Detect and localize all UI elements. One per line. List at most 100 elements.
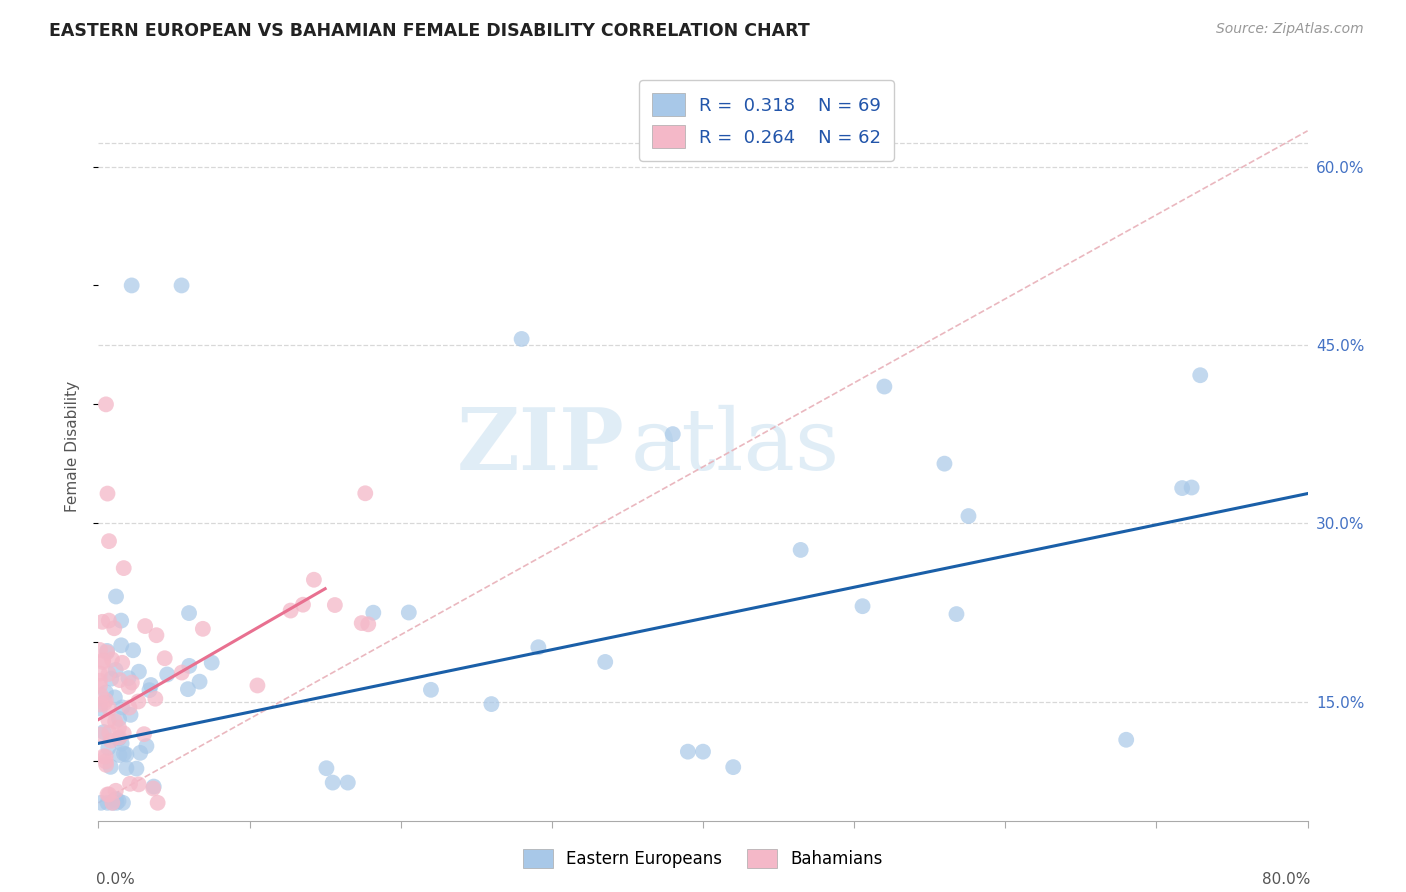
Point	[101, 796, 124, 810]
Point	[201, 656, 224, 670]
Point	[145, 628, 167, 642]
Point	[94, 757, 117, 772]
Point	[420, 682, 443, 697]
Point	[322, 775, 344, 789]
Point	[527, 640, 550, 655]
Y-axis label: Female Disability: Female Disability	[65, 380, 80, 512]
Point	[93, 696, 115, 710]
Point	[90, 796, 112, 810]
Text: 0.0%: 0.0%	[96, 871, 135, 887]
Point	[128, 777, 150, 791]
Point	[1115, 732, 1137, 747]
Point	[593, 655, 616, 669]
Point	[723, 760, 745, 774]
Point	[89, 701, 111, 715]
Point	[96, 788, 118, 802]
Point	[112, 561, 135, 575]
Point	[291, 598, 314, 612]
Point	[96, 644, 118, 658]
Point	[96, 645, 118, 659]
Point	[132, 727, 155, 741]
Point	[89, 643, 111, 657]
Point	[692, 745, 714, 759]
Point	[104, 714, 127, 729]
Point	[96, 486, 118, 500]
Point	[108, 747, 131, 762]
Point	[94, 685, 117, 699]
Point	[128, 665, 150, 679]
Point	[110, 614, 132, 628]
Point	[129, 746, 152, 760]
Legend: Eastern Europeans, Bahamians: Eastern Europeans, Bahamians	[516, 843, 890, 875]
Point	[336, 775, 359, 789]
Point	[323, 598, 346, 612]
Point	[101, 796, 124, 810]
Point	[661, 427, 683, 442]
Point	[125, 762, 148, 776]
Point	[118, 680, 141, 694]
Point	[89, 698, 111, 712]
Point	[108, 721, 131, 735]
Point	[115, 761, 138, 775]
Text: ZIP: ZIP	[457, 404, 624, 488]
Point	[94, 755, 117, 769]
Point	[93, 749, 115, 764]
Point	[89, 673, 111, 688]
Point	[139, 678, 162, 692]
Point	[105, 590, 128, 604]
Point	[90, 689, 112, 703]
Point	[91, 653, 114, 667]
Point	[188, 674, 211, 689]
Point	[112, 726, 135, 740]
Point	[789, 543, 811, 558]
Text: EASTERN EUROPEAN VS BAHAMIAN FEMALE DISABILITY CORRELATION CHART: EASTERN EUROPEAN VS BAHAMIAN FEMALE DISA…	[49, 22, 810, 40]
Point	[104, 663, 127, 677]
Point	[107, 794, 129, 808]
Point	[398, 606, 420, 620]
Point	[107, 731, 129, 746]
Point	[111, 796, 134, 810]
Point	[1171, 481, 1194, 495]
Point	[93, 725, 115, 739]
Point	[153, 651, 176, 665]
Point	[94, 749, 117, 764]
Point	[177, 606, 200, 620]
Point	[100, 672, 122, 686]
Point	[97, 713, 120, 727]
Point	[280, 603, 302, 617]
Point	[121, 278, 143, 293]
Point	[94, 693, 117, 707]
Point	[91, 615, 114, 629]
Point	[111, 656, 134, 670]
Point	[135, 739, 157, 753]
Point	[363, 606, 385, 620]
Point	[105, 796, 128, 810]
Point	[170, 665, 193, 680]
Point	[111, 700, 134, 714]
Point	[127, 694, 149, 708]
Point	[121, 675, 143, 690]
Point	[179, 659, 201, 673]
Point	[98, 726, 121, 740]
Point	[354, 486, 377, 500]
Point	[94, 397, 117, 411]
Point	[98, 534, 121, 549]
Point	[98, 788, 121, 802]
Point	[108, 673, 131, 687]
Point	[97, 741, 120, 756]
Point	[142, 780, 165, 794]
Point	[191, 622, 214, 636]
Point	[1181, 481, 1204, 495]
Point	[89, 666, 111, 681]
Point	[302, 573, 325, 587]
Point	[104, 792, 127, 806]
Text: Source: ZipAtlas.com: Source: ZipAtlas.com	[1216, 22, 1364, 37]
Point	[851, 599, 873, 614]
Point	[104, 690, 127, 705]
Point	[170, 278, 193, 293]
Text: 80.0%: 80.0%	[1261, 871, 1310, 887]
Point	[111, 737, 134, 751]
Point	[676, 745, 699, 759]
Point	[357, 617, 380, 632]
Point	[115, 747, 138, 762]
